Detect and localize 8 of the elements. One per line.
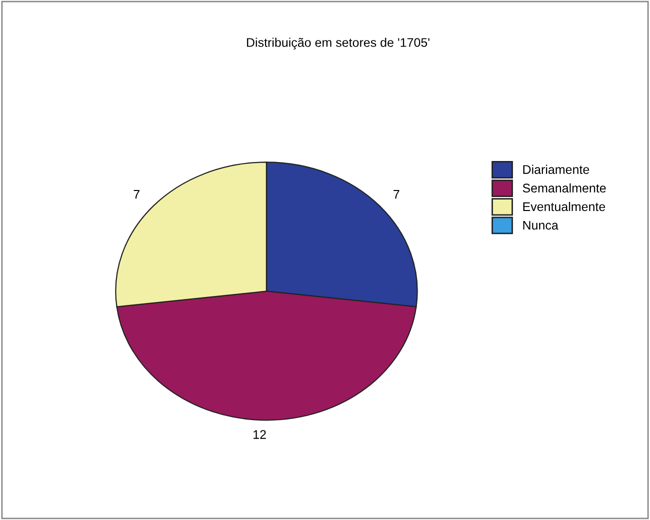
data-label: 12 — [254, 430, 266, 439]
chart-title: Distribuição em setores de '1705' — [247, 38, 430, 50]
legend-label: Nunca — [523, 220, 558, 230]
legend-label: Eventualmente — [523, 202, 606, 212]
legend-label: Diariamente — [523, 164, 590, 174]
data-label: 7 — [134, 190, 140, 199]
data-label: 7 — [394, 190, 400, 199]
legend-label: Semanalmente — [522, 183, 606, 193]
